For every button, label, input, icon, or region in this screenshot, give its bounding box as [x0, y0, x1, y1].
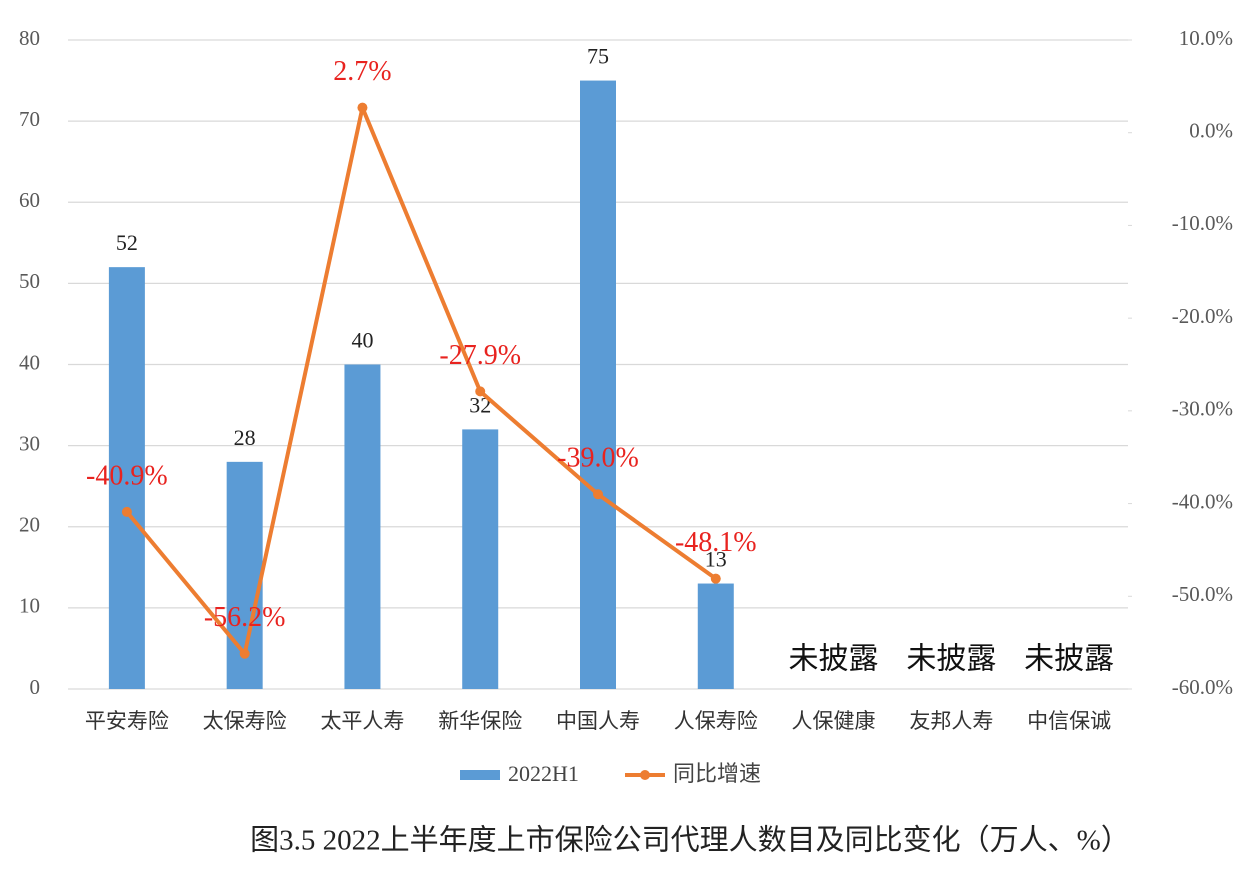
y2-tick-label: -50.0% [1172, 582, 1233, 606]
x-tick-label: 太平人寿 [320, 709, 404, 733]
legend-label: 2022H1 [508, 761, 579, 786]
y-tick-label: 20 [19, 513, 40, 537]
y-tick-label: 60 [19, 188, 40, 212]
x-tick-label: 人保健康 [792, 709, 876, 733]
y-tick-label: 0 [30, 675, 41, 699]
bar-value-label: 13 [705, 547, 727, 572]
bar-value-label: 75 [587, 44, 609, 69]
line-value-label: -27.9% [439, 340, 521, 371]
y2-tick-label: -60.0% [1172, 675, 1233, 699]
annotation: 未披露 [906, 642, 996, 677]
legend-swatch [460, 770, 500, 780]
y-tick-label: 30 [19, 431, 40, 455]
line-marker [239, 648, 250, 659]
y2-tick-label: -40.0% [1172, 489, 1233, 513]
y2-tick-label: -30.0% [1172, 397, 1233, 421]
bar [580, 80, 616, 689]
y-tick-label: 50 [19, 269, 40, 293]
y-tick-label: 10 [19, 594, 40, 618]
line-value-label: -40.9% [86, 460, 168, 491]
annotation: 未披露 [789, 642, 879, 677]
chart-title: 图3.5 2022上半年度上市保险公司代理人数目及同比变化（万人、%） [250, 824, 1130, 857]
y2-tick-label: -20.0% [1172, 304, 1233, 328]
line [125, 105, 717, 656]
line-marker [121, 506, 132, 517]
x-tick-label: 人保寿险 [674, 709, 758, 733]
line-value-label: -56.2% [204, 602, 286, 633]
line-value-label: 2.7% [333, 56, 391, 87]
y-tick-label: 70 [19, 107, 40, 131]
line-marker [710, 573, 721, 584]
x-tick-label: 太保寿险 [203, 709, 287, 733]
bar-value-label: 52 [116, 230, 138, 255]
bar-value-label: 40 [351, 328, 373, 353]
legend-label: 同比增速 [673, 761, 761, 786]
x-tick-label: 友邦人寿 [909, 709, 993, 733]
y-tick-label: 40 [19, 350, 40, 374]
line-value-label: -39.0% [557, 443, 639, 474]
y2-tick-label: 0.0% [1189, 119, 1233, 143]
x-tick-label: 平安寿险 [85, 709, 169, 733]
line-value-label: -48.1% [675, 527, 757, 558]
line-marker [593, 489, 603, 500]
line-marker [357, 102, 368, 113]
x-tick-label: 中信保诚 [1027, 709, 1111, 733]
bar [462, 429, 499, 689]
legend-swatch-marker [640, 770, 650, 780]
bar [108, 267, 145, 689]
y-tick-label: 80 [19, 26, 40, 50]
line-marker [475, 386, 486, 397]
bar-value-label: 28 [234, 425, 256, 450]
bar [344, 364, 381, 689]
x-tick-label: 新华保险 [438, 709, 522, 733]
bar [697, 583, 734, 689]
annotation: 未披露 [1024, 642, 1114, 677]
y2-tick-label: -10.0% [1172, 211, 1233, 235]
x-tick-label: 中国人寿 [556, 709, 640, 733]
y2-tick-label: 10.0% [1179, 26, 1233, 50]
